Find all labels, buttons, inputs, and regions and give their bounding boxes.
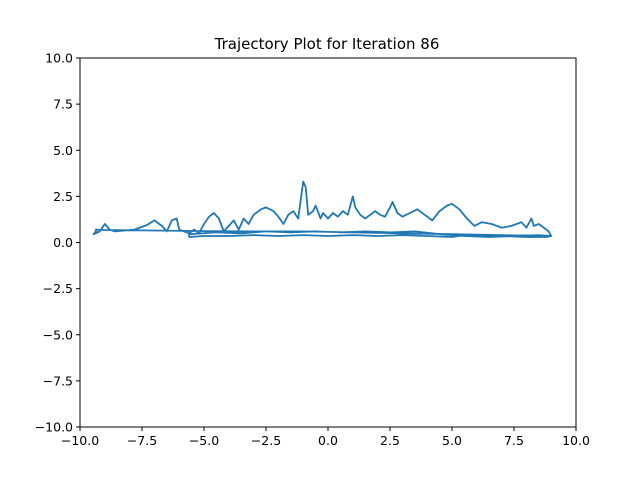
x-tick-label: −10.0 bbox=[61, 433, 99, 448]
y-tick-label: 5.0 bbox=[53, 143, 73, 158]
x-tick-label: 2.5 bbox=[380, 433, 400, 448]
x-tick-label: −7.5 bbox=[127, 433, 157, 448]
plot-area bbox=[92, 180, 553, 238]
y-tick-label: 7.5 bbox=[53, 97, 73, 112]
y-tick-label: −5.0 bbox=[43, 327, 73, 342]
axes-frame bbox=[79, 57, 577, 428]
y-tick-label: 0.0 bbox=[53, 235, 73, 250]
trajectory-line-0 bbox=[92, 180, 553, 238]
x-tick-label: 0.0 bbox=[318, 433, 338, 448]
y-tick-label: 10.0 bbox=[45, 51, 73, 66]
x-tick-label: 10.0 bbox=[562, 433, 590, 448]
x-tick-label: 5.0 bbox=[442, 433, 462, 448]
y-axis: −10.0 −7.5 −5.0 −2.5 0.0 2.5 5.0 7.5 10.0 bbox=[35, 51, 80, 435]
y-tick-label: −2.5 bbox=[43, 281, 73, 296]
x-axis: −10.0 −7.5 −5.0 −2.5 0.0 2.5 5.0 7.5 10.0 bbox=[61, 427, 590, 448]
x-tick-label: −5.0 bbox=[189, 433, 219, 448]
chart-title: Trajectory Plot for Iteration 86 bbox=[214, 35, 440, 53]
y-tick-label: −7.5 bbox=[43, 373, 73, 388]
y-tick-label: −10.0 bbox=[35, 420, 73, 435]
x-tick-label: 7.5 bbox=[504, 433, 524, 448]
y-tick-label: 2.5 bbox=[53, 189, 73, 204]
x-tick-label: −2.5 bbox=[251, 433, 281, 448]
